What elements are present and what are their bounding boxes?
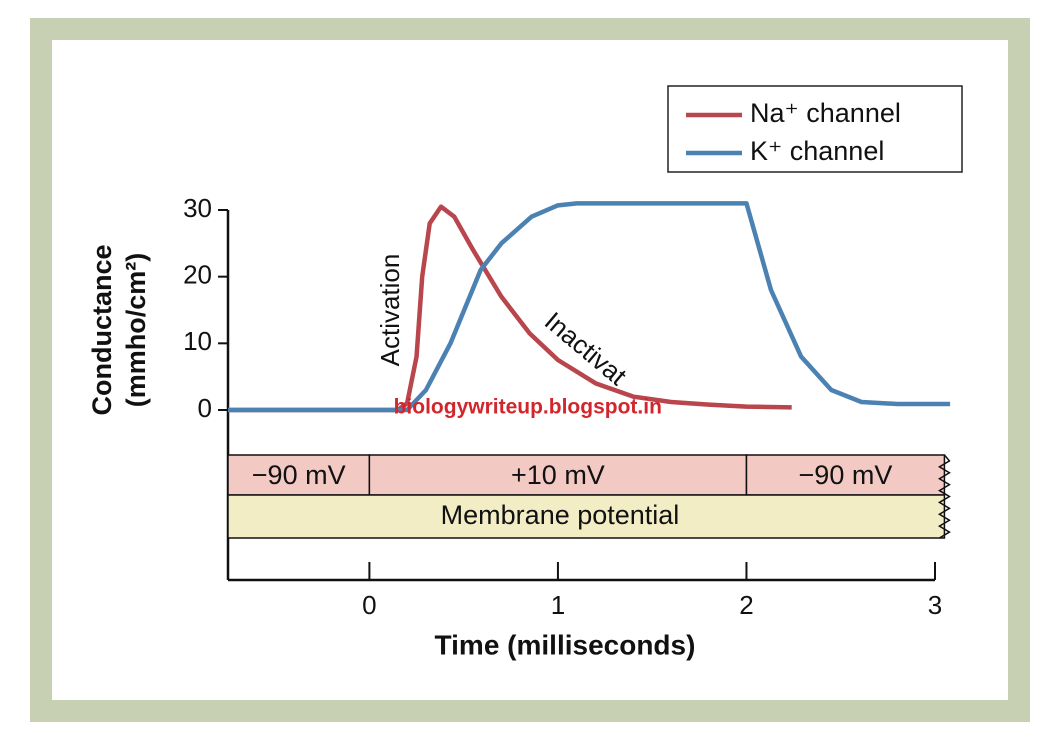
y-tick-label: 30 (183, 193, 212, 223)
y-tick-label: 0 (198, 393, 212, 423)
y-tick-label: 10 (183, 326, 212, 356)
membrane-band (227, 494, 946, 539)
potential-segment (368, 454, 748, 496)
legend-box (667, 85, 963, 173)
y-label: (mmho/cm²) (121, 253, 151, 408)
x-tick-label: 0 (362, 590, 376, 620)
series-line (228, 201, 951, 413)
x-tick-label: 3 (928, 590, 942, 620)
potential-label: −90 mV (252, 460, 346, 490)
x-tick-label: 2 (739, 590, 753, 620)
series-line (228, 204, 792, 413)
membrane-label: Membrane potential (441, 500, 680, 530)
potential-label: +10 mV (511, 460, 605, 490)
legend-label: K⁺ channel (750, 136, 884, 166)
x-label: Time (milliseconds) (435, 629, 696, 660)
potential-label: −90 mV (799, 460, 893, 490)
watermark: biologywriteup.blogspot.in (394, 396, 662, 419)
annotation: Activation (375, 254, 405, 367)
y-label: Conductance (87, 244, 117, 415)
x-tick-label: 1 (551, 590, 565, 620)
y-tick-label: 20 (183, 260, 212, 290)
legend: Na⁺ channel K⁺ channel (667, 85, 963, 173)
break-mark (937, 454, 951, 539)
potential-segment (227, 454, 371, 496)
legend-label: Na⁺ channel (750, 98, 901, 128)
